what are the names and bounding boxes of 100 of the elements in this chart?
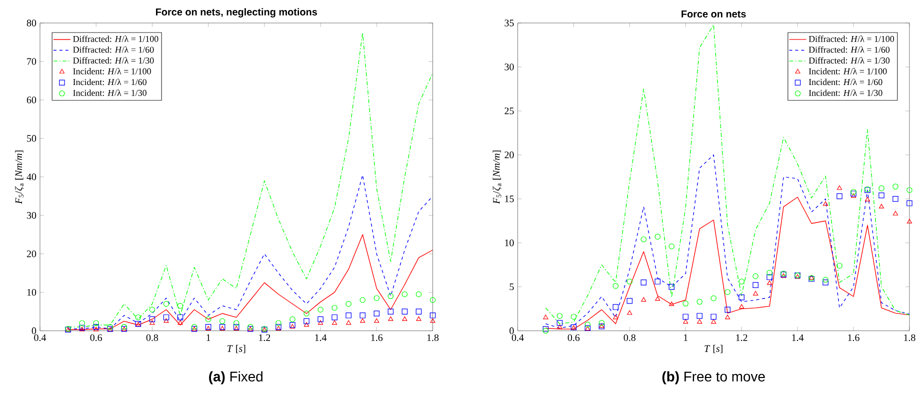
point [163, 301, 170, 307]
y-tick-label: 10 [27, 289, 36, 296]
point [93, 324, 99, 330]
point [598, 320, 605, 326]
point [626, 278, 633, 285]
x-axis-title: T [s] [704, 345, 722, 354]
legend-label: Incident: H/λ = 1/100 [73, 68, 151, 74]
point [332, 314, 338, 320]
y-tick-label: 25 [504, 108, 514, 114]
point [402, 291, 408, 298]
point [654, 278, 660, 285]
point [696, 313, 702, 319]
point [374, 310, 380, 316]
point [836, 193, 842, 200]
x-tick-label: 0.6 [90, 334, 102, 342]
x-tick-label: 1.4 [792, 334, 804, 342]
point [93, 320, 99, 326]
point [766, 274, 772, 280]
point [360, 312, 366, 318]
point [318, 316, 324, 322]
point [164, 318, 169, 323]
point [864, 196, 870, 202]
point [878, 192, 884, 198]
point [276, 320, 282, 326]
point [822, 280, 828, 286]
point [822, 277, 828, 283]
point [752, 274, 758, 280]
point [304, 318, 310, 324]
point [416, 316, 422, 321]
point [543, 314, 548, 320]
point [402, 308, 408, 315]
point [290, 316, 296, 322]
point [710, 295, 716, 302]
point [332, 320, 338, 325]
x-tick-label: 1.6 [848, 334, 860, 342]
x-tick-label: 1.6 [371, 334, 383, 342]
point [696, 299, 702, 305]
point [683, 319, 688, 324]
point [219, 318, 226, 324]
point [150, 320, 155, 325]
x-tick-label: 1 [684, 334, 688, 342]
point [178, 320, 183, 325]
point [346, 320, 352, 325]
point [627, 310, 632, 315]
x-axis-title: T [s] [227, 345, 246, 354]
point [304, 310, 310, 316]
point [177, 314, 184, 320]
point [822, 201, 828, 206]
x-tick-label: 0.6 [568, 334, 580, 342]
point [346, 312, 352, 318]
point [654, 234, 660, 240]
point [752, 282, 758, 288]
line-series [545, 154, 910, 329]
point [318, 306, 324, 313]
point [767, 280, 772, 286]
point [360, 318, 366, 323]
legend-label: Diffracted: H/λ = 1/100 [73, 36, 158, 42]
chart-title: Force on nets [682, 10, 746, 18]
legend-label: Incident: H/λ = 1/30 [808, 90, 882, 96]
line-series [68, 174, 433, 330]
x-tick-label: 1.2 [736, 334, 748, 342]
legend-label: Incident: H/λ = 1/60 [808, 78, 882, 86]
point [402, 316, 408, 321]
x-tick-label: 1.8 [904, 334, 916, 342]
point [711, 319, 716, 324]
point [233, 320, 240, 326]
point [878, 186, 884, 192]
x-tick-label: 0.8 [146, 334, 158, 342]
point [360, 297, 366, 304]
point [626, 298, 633, 304]
point [149, 316, 156, 322]
x-tick-label: 1.4 [315, 334, 327, 342]
x-tick-label: 1.2 [259, 334, 270, 342]
x-tick-label: 0.8 [624, 334, 636, 342]
point [640, 236, 647, 242]
legend-label: Incident: H/λ = 1/100 [808, 68, 887, 74]
y-tick-label: 15 [505, 196, 514, 202]
point [738, 278, 744, 285]
text: (a) Fixed [209, 371, 262, 384]
point [388, 293, 394, 300]
point [430, 318, 436, 323]
legend-label: Incident: H/λ = 1/30 [73, 90, 146, 96]
y-tick-label: 40 [26, 174, 36, 180]
y-tick-label: 30 [504, 64, 514, 70]
point [149, 306, 156, 313]
legend-label: Diffracted: H/λ = 1/100 [808, 36, 894, 42]
point [556, 320, 563, 326]
legend-label: Diffracted: H/λ = 1/30 [808, 57, 890, 64]
point [430, 297, 436, 304]
point [906, 218, 912, 224]
point [724, 289, 730, 296]
point [374, 295, 380, 302]
point [612, 283, 619, 289]
legend-label: Diffracted: H/λ = 1/60 [808, 46, 890, 53]
point [205, 316, 212, 322]
y-tick-label: 10 [505, 240, 514, 246]
legend-label: Diffracted: H/λ = 1/30 [73, 57, 154, 64]
point [725, 314, 730, 320]
point [557, 324, 562, 329]
point [906, 200, 912, 206]
